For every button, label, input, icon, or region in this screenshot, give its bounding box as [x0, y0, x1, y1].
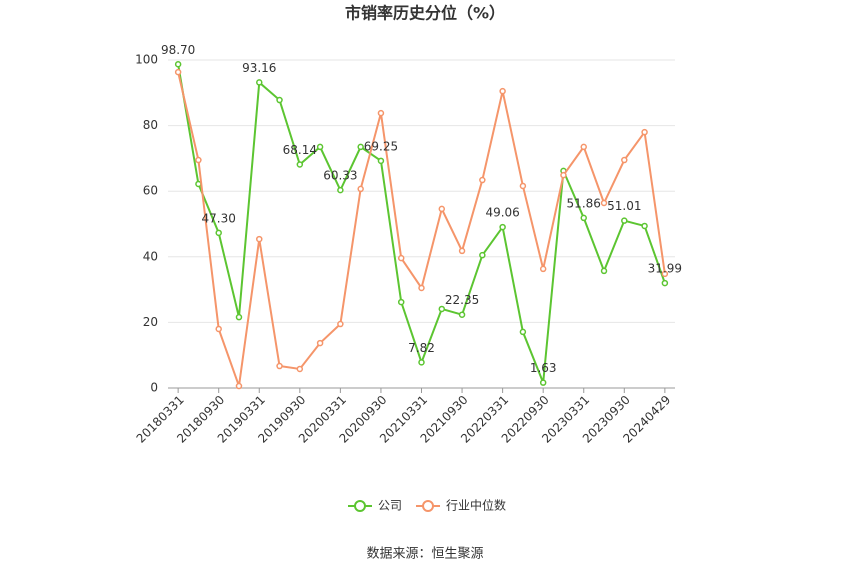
- point: [357, 143, 364, 151]
- series-line: [177, 71, 666, 387]
- point: [215, 325, 222, 333]
- point: [600, 199, 608, 207]
- data-label: 68.14: [283, 143, 317, 157]
- point: [377, 157, 385, 165]
- point: [195, 156, 202, 164]
- point: [256, 79, 263, 86]
- series-line: [177, 64, 666, 384]
- legend-label[interactable]: 行业中位数: [446, 498, 506, 513]
- point: [458, 311, 466, 318]
- point: [479, 251, 486, 259]
- point: [296, 365, 304, 373]
- data-label: 7.82: [408, 341, 435, 355]
- point: [539, 379, 547, 386]
- data-label: 51.86: [567, 196, 601, 210]
- chart-title: 市销率历史分位（%）: [345, 4, 505, 23]
- point: [600, 267, 608, 275]
- point: [397, 254, 405, 262]
- point: [418, 284, 425, 292]
- data-label: 93.16: [242, 61, 276, 75]
- data-label: 60.33: [323, 169, 357, 183]
- point: [235, 382, 243, 390]
- data-label: 31.99: [648, 262, 682, 276]
- y-tick-label: 0: [150, 381, 158, 395]
- point: [438, 305, 446, 313]
- point: [499, 223, 506, 231]
- point: [580, 214, 587, 222]
- point: [174, 68, 182, 76]
- point: [235, 313, 243, 321]
- point: [458, 247, 466, 255]
- y-tick-label: 100: [135, 53, 158, 67]
- point: [276, 362, 283, 370]
- point: [256, 235, 263, 243]
- point: [377, 109, 385, 117]
- y-tick-label: 80: [143, 118, 158, 132]
- legend-marker[interactable]: [354, 500, 366, 512]
- point: [580, 143, 587, 151]
- point: [641, 222, 648, 230]
- point: [621, 217, 628, 224]
- data-label: 22.35: [445, 293, 479, 307]
- point: [661, 279, 669, 287]
- data-label: 1.63: [530, 361, 557, 375]
- point: [499, 87, 506, 95]
- y-tick-label: 60: [143, 184, 158, 198]
- point: [479, 176, 486, 184]
- source-note: 数据来源：恒生聚源: [366, 547, 483, 562]
- point: [519, 328, 527, 336]
- data-label: 51.01: [607, 199, 641, 213]
- point: [438, 205, 446, 213]
- legend-label[interactable]: 公司: [378, 499, 402, 513]
- point: [337, 320, 344, 328]
- point: [418, 359, 425, 366]
- point: [641, 128, 648, 136]
- point: [215, 229, 222, 237]
- point: [560, 171, 567, 179]
- data-label: 98.70: [161, 43, 195, 57]
- point: [296, 161, 304, 168]
- data-label: 69.25: [364, 139, 398, 153]
- point: [661, 270, 669, 278]
- point: [174, 61, 182, 68]
- point: [337, 186, 344, 194]
- point: [276, 96, 283, 104]
- point: [357, 185, 364, 193]
- y-tick-label: 40: [143, 249, 158, 263]
- point: [316, 143, 324, 151]
- point: [316, 339, 324, 347]
- data-label: 47.30: [202, 211, 236, 225]
- legend-marker[interactable]: [422, 500, 435, 512]
- point: [397, 298, 405, 306]
- point: [539, 265, 547, 273]
- point: [621, 156, 628, 164]
- point: [519, 182, 527, 190]
- y-tick-label: 20: [143, 315, 158, 329]
- data-label: 49.06: [485, 206, 519, 220]
